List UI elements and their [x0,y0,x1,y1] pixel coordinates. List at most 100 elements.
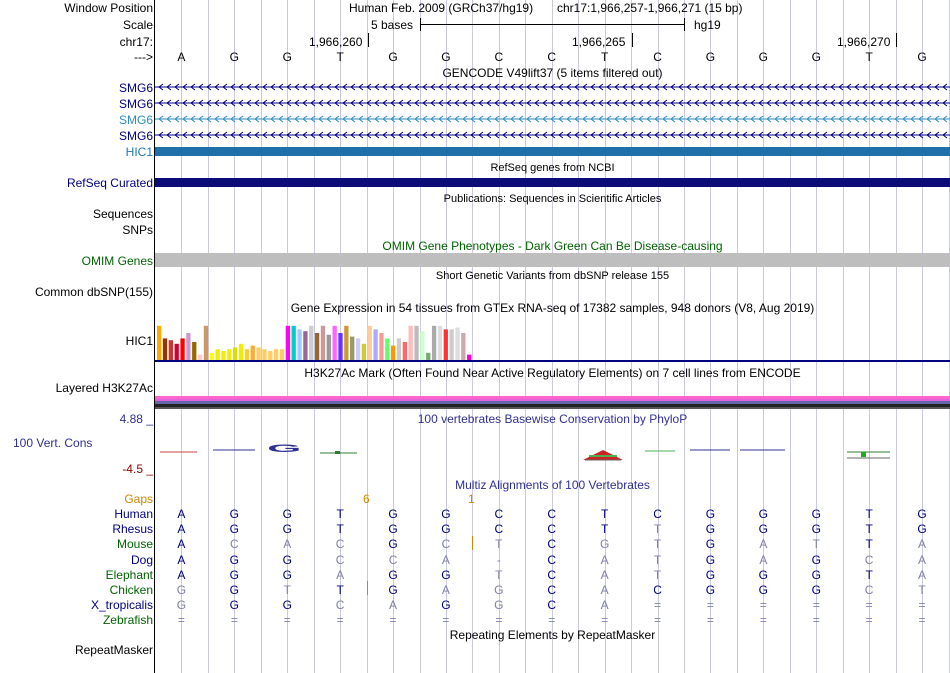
species-label[interactable]: Elephant [105,567,153,582]
gene-label-smg6[interactable]: SMG6 [118,81,153,95]
gtex-tissue-bar[interactable] [209,352,214,360]
gtex-tissue-bar[interactable] [385,338,390,360]
gtex-tissue-bar[interactable] [437,325,443,360]
gtex-tissue-bar[interactable] [461,333,466,360]
cons-track-label[interactable]: 100 Vert. Cons [13,436,93,450]
gtex-tissue-bar[interactable] [431,325,437,360]
gtex-tissue-bar[interactable] [408,325,413,360]
gtex-tissue-bar[interactable] [215,349,220,360]
gtex-tissue-bar[interactable] [361,343,367,360]
gtex-tissue-bar[interactable] [391,345,396,360]
gtex-tissue-bar[interactable] [402,342,407,360]
gtex-gene-label[interactable]: HIC1 [125,334,153,348]
species-label[interactable]: X_tropicalis [90,598,153,613]
gtex-tissue-bar[interactable] [174,343,179,360]
alignment-base: T [653,567,662,582]
gtex-tissue-bar[interactable] [338,333,343,360]
gtex-tissue-bar[interactable] [443,329,448,360]
strand-arrow [278,115,284,123]
gtex-tissue-bar[interactable] [379,333,384,360]
window-position-label[interactable]: Window Position [64,1,153,15]
gene-label-smg6[interactable]: SMG6 [118,129,153,143]
gtex-tissue-bar[interactable] [168,340,173,360]
sequences-label[interactable]: Sequences [92,207,153,221]
gtex-tissue-bar[interactable] [420,331,425,360]
gtex-tissue-bar[interactable] [297,329,302,360]
omim-gene-bar[interactable] [155,253,950,267]
gaps-label[interactable]: Gaps [124,492,153,506]
snps-label[interactable]: SNPs [122,223,153,237]
gtex-tissue-bar[interactable] [344,325,349,360]
chrom-label[interactable]: chr17: [119,35,153,49]
strand-arrow [742,83,748,91]
gtex-baseline [155,360,950,362]
gtex-tissue-bar[interactable] [203,325,209,360]
gtex-tissue-bar[interactable] [256,347,261,360]
alignment-base: A [177,507,186,521]
gtex-tissue-bar[interactable] [326,334,331,360]
gtex-tissue-bar[interactable] [309,325,314,360]
gtex-tissue-bar[interactable] [238,343,244,360]
refseq-curated-label[interactable]: RefSeq Curated [66,176,153,190]
gtex-tissue-bar[interactable] [227,349,232,360]
gtex-tissue-bar[interactable] [449,329,454,360]
gtex-tissue-bar[interactable] [350,336,355,360]
repeatmasker-label[interactable]: RepeatMasker [74,643,153,657]
gtex-tissue-bar[interactable] [221,351,226,360]
strand-arrow [166,83,172,91]
gtex-bar-chart[interactable] [155,316,950,362]
species-label[interactable]: Chicken [109,583,153,597]
reference-base: A [177,50,186,64]
gtex-tissue-bar[interactable] [285,325,290,360]
strand-arrow [174,131,180,139]
gtex-tissue-bar[interactable] [355,338,361,360]
species-label[interactable]: Zebrafish [102,613,153,628]
gtex-tissue-bar[interactable] [314,333,320,360]
gtex-tissue-bar[interactable] [320,325,326,360]
reference-base: C [547,50,557,64]
gtex-tissue-bar[interactable] [279,349,285,360]
gtex-tissue-bar[interactable] [332,325,337,360]
gtex-tissue-bar[interactable] [162,338,168,360]
smg6-intron-lines[interactable] [155,81,950,143]
strand-arrow-label[interactable]: ---> [134,50,153,64]
gtex-tissue-bar[interactable] [262,349,267,360]
phylop-track-title: 100 vertebrates Basewise Conservation by… [417,412,688,426]
gtex-tissue-bar[interactable] [426,352,431,360]
common-dbsnp-label[interactable]: Common dbSNP(155) [34,285,153,299]
gtex-tissue-bar[interactable] [467,354,472,360]
gtex-tissue-bar[interactable] [274,349,279,360]
gtex-tissue-bar[interactable] [186,333,191,360]
strand-arrow [486,115,492,123]
gtex-tissue-bar[interactable] [157,325,162,360]
species-label[interactable]: Dog [130,552,153,567]
species-label[interactable]: Human [114,507,153,521]
gtex-tissue-bar[interactable] [192,342,197,360]
omim-genes-label[interactable]: OMIM Genes [81,254,153,268]
gtex-tissue-bar[interactable] [414,325,419,360]
gtex-tissue-bar[interactable] [367,325,372,360]
gtex-tissue-bar[interactable] [233,347,238,360]
gtex-tissue-bar[interactable] [291,325,296,360]
gtex-tissue-bar[interactable] [268,351,273,360]
gtex-tissue-bar[interactable] [455,327,460,360]
gtex-tissue-bar[interactable] [373,329,378,360]
species-label[interactable]: Rhesus [112,522,153,537]
hic1-exon-bar[interactable] [155,147,950,156]
refseq-exon-bar[interactable] [155,178,950,187]
gtex-tissue-bar[interactable] [197,354,203,360]
scale-label[interactable]: Scale [122,18,153,32]
species-label[interactable]: Mouse [116,537,153,552]
alignment-base: G [229,522,240,537]
phylop-conservation-graph[interactable]: G [155,436,950,466]
gene-label-hic1[interactable]: HIC1 [125,145,153,159]
gtex-tissue-bar[interactable] [250,345,255,360]
gene-label-smg6[interactable]: SMG6 [118,97,153,111]
reference-base: T [600,50,609,64]
layered-h3k27ac-label[interactable]: Layered H3K27Ac [55,381,153,395]
gtex-tissue-bar[interactable] [244,349,250,360]
gtex-tissue-bar[interactable] [180,338,185,360]
gene-label-smg6[interactable]: SMG6 [118,113,153,127]
gtex-tissue-bar[interactable] [303,331,308,360]
gtex-tissue-bar[interactable] [396,338,402,360]
